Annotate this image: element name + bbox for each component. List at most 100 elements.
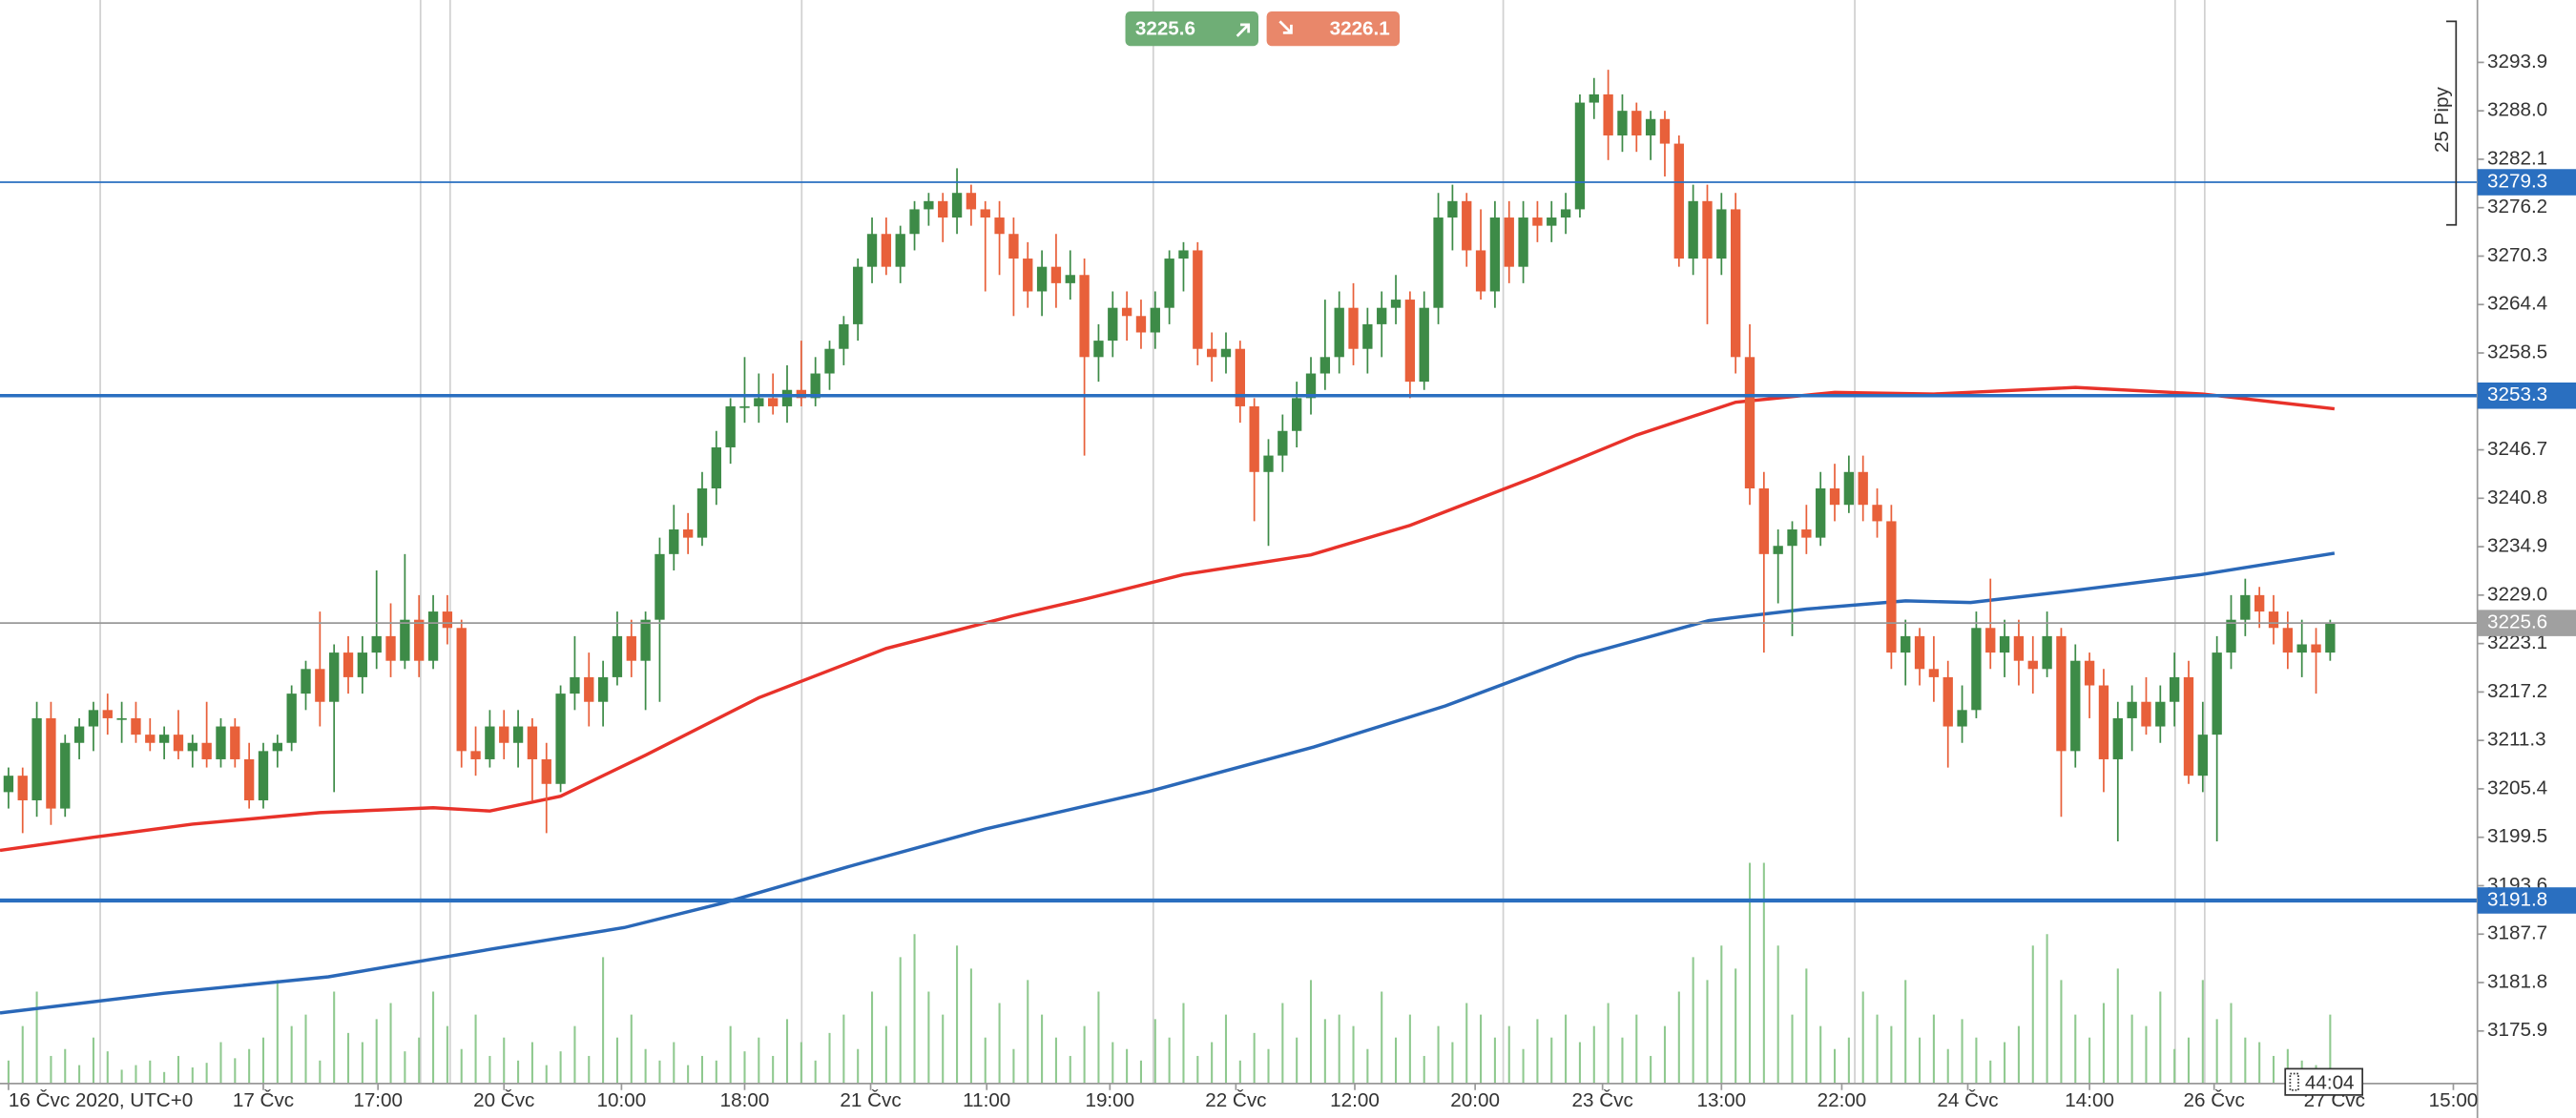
candle-body [1673,143,1684,259]
candle-body [1858,471,1868,506]
candle-body [2127,701,2137,718]
x-tick-label: 11:00 [963,1089,1010,1111]
buy-button[interactable]: 3226.1 [1266,11,1401,47]
candle-body [2226,619,2236,653]
candle-body [1489,217,1501,292]
y-tick-label: 3234.9 [2487,535,2547,557]
candle-body [584,676,594,702]
candle-body [1560,209,1571,218]
sell-arrow [1236,23,1251,37]
candle-body [1872,505,1882,522]
x-tick-label: 26 Čvc [2184,1089,2245,1111]
current-price-label: 3225.6 [2487,611,2547,633]
candle-body [2056,635,2067,752]
candle-body [470,751,481,759]
candle-body [980,209,990,218]
y-tick-label: 3246.7 [2487,438,2547,460]
candle-body [1901,635,1911,653]
candle-body [73,726,85,743]
x-tick-label: 15:00 [2429,1089,2479,1111]
sell-price[interactable]: 3225.6 [1135,17,1195,39]
candle-body [3,776,14,793]
price-level-tag [2477,382,2576,409]
x-tick-label: 22 Čvc [1205,1089,1266,1111]
candle-body [2197,735,2208,776]
candle-body [1348,307,1359,349]
candle-body [1292,398,1302,431]
candle-body [1744,357,1755,488]
candle-body [1843,471,1855,506]
candle-body [1023,259,1033,292]
y-tick-label: 3258.5 [2487,341,2547,362]
sell-button[interactable]: 3225.6 [1125,11,1259,47]
x-tick-label: 17 Čvc [233,1089,294,1111]
sell-button-bg[interactable] [1125,11,1259,47]
candle-body [1914,635,1925,670]
x-tick-label: 23 Čvc [1572,1089,1633,1111]
candle-body [1886,521,1897,653]
x-tick-label: 12:00 [1330,1089,1380,1111]
range-label: 25 Pipy [2431,87,2453,154]
buy-button-bg[interactable] [1266,11,1401,47]
candle-body [1093,341,1104,358]
candle-body [499,726,509,743]
candle-body [640,619,651,661]
y-tick-label: 3240.8 [2487,487,2547,508]
candle-body [88,710,99,727]
candle-body [612,635,623,677]
candle-body [286,694,297,743]
candle-body [1305,373,1317,399]
candle-body [371,635,382,653]
y-tick-label: 3199.5 [2487,825,2547,847]
candle-body [301,669,311,694]
y-tick-label: 3264.4 [2487,293,2547,315]
candle-body [1589,93,1599,103]
candle-body [994,217,1005,235]
x-tick-label: 13:00 [1696,1089,1746,1111]
candle-body [1716,209,1727,259]
candle-body [17,776,28,800]
candle-body [1150,307,1160,333]
candle-body [1178,250,1189,259]
x-tick-label: 10:00 [597,1089,647,1111]
candle-layer [3,70,2336,842]
candle-body [2042,635,2052,670]
candle-body [739,405,750,408]
volume-layer [7,862,2332,1084]
candle-body [1462,200,1472,251]
candle-body [1957,710,1967,727]
candle-body [1999,635,2010,653]
candle-body [2268,611,2279,629]
candle-body [2013,635,2025,661]
candle-body [357,652,368,677]
x-tick-label: 22:00 [1818,1089,1867,1111]
candle-body [1249,405,1259,472]
candle-body [1645,118,1656,135]
y-tick-label: 3229.0 [2487,583,2547,605]
candle-body [1319,357,1331,374]
candle-body [1135,316,1147,333]
candle-body [1008,234,1019,259]
candle-body [485,726,495,759]
candle-body [2254,594,2265,612]
candle-body [1475,250,1486,292]
candle-body [1334,307,1344,358]
level-layer [0,181,2478,903]
candle-body [158,735,170,743]
candle-body [725,405,736,447]
candle-body [1801,529,1812,538]
y-tick-label: 3270.3 [2487,244,2547,266]
candle-body [570,676,580,694]
candle-body [343,652,354,677]
candle-body [2212,652,2222,735]
x-tick-label: 24 Čvc [1937,1089,1998,1111]
y-tick-label: 3175.9 [2487,1019,2547,1041]
moving-average-line [0,385,2336,853]
buy-price[interactable]: 3226.1 [1330,17,1390,39]
candle-body [1235,348,1245,406]
candle-body [1773,546,1783,554]
candle-body [1377,307,1387,324]
candle-body [1433,217,1444,308]
